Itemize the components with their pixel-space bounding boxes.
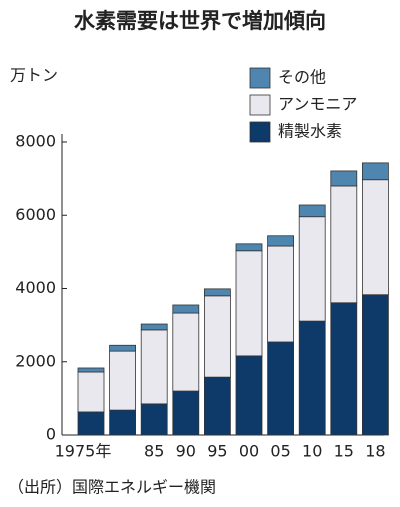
bar-segment [203,295,231,378]
bar-segment [361,162,389,181]
bar-segment [109,350,136,411]
bar-segment [77,371,105,413]
legend-swatch [249,121,271,143]
y-tick-label: 2000 [15,351,56,370]
bar-segment [361,294,389,436]
bar-segment [267,341,295,436]
x-tick-label: 10 [302,442,322,461]
bar-segment [140,323,168,331]
x-tick-label: 85 [144,442,164,461]
bar-segment [330,170,358,187]
x-tick-label: 90 [176,442,196,461]
y-tick-label: 6000 [15,205,56,224]
bar-segment [172,390,200,436]
x-tick-label: 1975年 [55,442,112,461]
legend-label: アンモニア [278,95,357,114]
bar-segment [203,376,231,436]
bar-segment [77,367,105,373]
bar-segment [298,216,326,322]
bar-segment [267,235,295,247]
chart-title: 水素需要は世界で増加傾向 [74,9,326,33]
legend-label: 精製水素 [278,122,342,141]
legend-label: その他 [278,68,326,87]
bar-segment [298,204,326,218]
bar-segment [203,288,231,297]
x-tick-label: 05 [270,442,290,461]
bar-segment [267,245,295,343]
x-tick-label: 95 [207,442,227,461]
y-tick-label: 0 [46,425,56,444]
bar-segment [172,312,200,392]
bar-segment [109,409,136,436]
bar-segment [172,304,200,314]
bar-segment [330,185,358,304]
bar-segment [109,344,136,352]
bar-segment [330,302,358,436]
bar-segment [140,329,168,405]
bar-segment [235,243,263,252]
bar-segment [361,179,389,296]
y-tick-label: 4000 [15,278,56,297]
source: （出所）国際エネルギー機関 [8,478,216,497]
bar-segment [235,355,263,436]
legend-swatch [249,94,271,116]
x-tick-label: 00 [239,442,259,461]
y-tick-label: 8000 [15,132,56,151]
x-tick-label: 15 [334,442,354,461]
bar-segment [298,320,326,436]
bar-segment [235,250,263,357]
x-tick-label: 18 [365,442,385,461]
bar-segment [77,411,105,436]
legend-swatch [249,67,271,89]
y-axis-label: 万トン [10,66,58,85]
bar-segment [140,403,168,436]
